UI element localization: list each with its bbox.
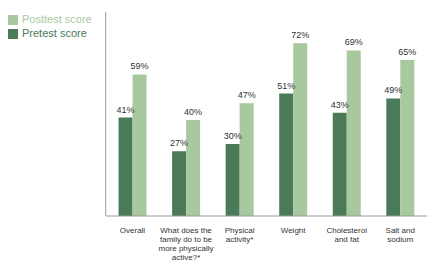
svg-text:51%: 51% [277, 81, 295, 91]
svg-text:Cholesteroland fat: Cholesteroland fat [326, 226, 367, 244]
svg-text:40%: 40% [184, 107, 202, 117]
svg-text:41%: 41% [117, 105, 135, 115]
html-text:Pretest score: Pretest score [22, 27, 87, 39]
svg-text:65%: 65% [398, 47, 416, 57]
svg-text:49%: 49% [384, 85, 402, 95]
svg-text:59%: 59% [131, 61, 149, 71]
html-text:Posttest score: Posttest score [22, 13, 92, 25]
svg-text:Overall: Overall [120, 226, 146, 235]
svg-text:Weight: Weight [281, 226, 307, 235]
svg-text:30%: 30% [224, 131, 242, 141]
svg-text:Salt andsodium: Salt andsodium [386, 226, 415, 244]
svg-text:43%: 43% [331, 100, 349, 110]
svg-text:What does thefamily do to bemo: What does thefamily do to bemore physica… [158, 226, 213, 262]
svg-text:Physicalactivity*: Physicalactivity* [225, 226, 255, 244]
svg-text:27%: 27% [170, 138, 188, 148]
svg-text:69%: 69% [345, 37, 363, 47]
svg-text:47%: 47% [238, 90, 256, 100]
svg-text:72%: 72% [291, 30, 309, 40]
